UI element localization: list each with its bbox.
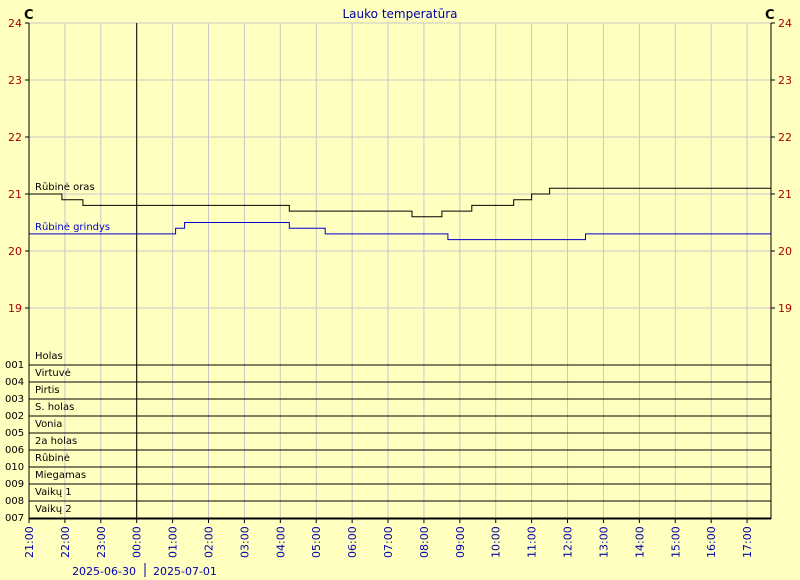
x-tick-label: 01:00 [167, 526, 180, 558]
device-code: 005 [5, 428, 24, 439]
device-code: 002 [5, 411, 24, 422]
x-tick-label: 22:00 [59, 526, 72, 558]
device-name: Vaikų 2 [35, 504, 72, 515]
x-tick-label: 17:00 [741, 526, 754, 558]
unit-left: C [24, 8, 34, 23]
y-tick-label-left: 23 [8, 74, 22, 87]
y-tick-label-left: 20 [8, 245, 22, 258]
device-code: 007 [5, 513, 24, 524]
y-tick-label-right: 21 [778, 188, 792, 201]
x-tick-label: 00:00 [131, 526, 144, 558]
chart-title: Lauko temperatūra [343, 7, 458, 21]
device-name: Pirtis [35, 385, 60, 396]
y-tick-label-left: 22 [8, 131, 22, 144]
x-tick-label: 09:00 [454, 526, 467, 558]
date-label-start: 2025-06-30 [72, 565, 136, 578]
series-label: Rūbinė oras [35, 182, 95, 193]
x-tick-label: 06:00 [346, 526, 359, 558]
date-label-end: 2025-07-01 [153, 565, 217, 578]
device-code: 010 [5, 462, 24, 473]
x-tick-label: 08:00 [418, 526, 431, 558]
device-name: Vonia [35, 419, 62, 430]
y-tick-label-left: 21 [8, 188, 22, 201]
y-tick-label-right: 20 [778, 245, 792, 258]
y-tick-label-right: 24 [778, 17, 792, 30]
device-code: 009 [5, 479, 24, 490]
y-tick-label-right: 19 [778, 302, 792, 315]
y-tick-label-right: 23 [778, 74, 792, 87]
device-code: 004 [5, 377, 24, 388]
unit-right: C [765, 8, 775, 23]
y-tick-label-left: 24 [8, 17, 22, 30]
x-tick-label: 12:00 [562, 526, 575, 558]
x-tick-label: 11:00 [526, 526, 539, 558]
x-tick-label: 23:00 [95, 526, 108, 558]
device-name: S. holas [35, 402, 74, 413]
x-tick-label: 13:00 [597, 526, 610, 558]
x-tick-label: 16:00 [705, 526, 718, 558]
device-code: 006 [5, 445, 24, 456]
device-name: Vaikų 1 [35, 487, 72, 498]
device-name: Rūbinė [35, 453, 70, 464]
device-name: Miegamas [35, 470, 86, 481]
y-tick-label-left: 19 [8, 302, 22, 315]
device-name: Holas [35, 351, 63, 362]
x-tick-label: 02:00 [203, 526, 216, 558]
x-tick-label: 14:00 [633, 526, 646, 558]
device-code: 008 [5, 496, 24, 507]
series-line-0 [29, 187, 772, 218]
device-code: 001 [5, 360, 24, 371]
device-name: Virtuvė [35, 368, 71, 379]
y-tick-label-right: 22 [778, 131, 792, 144]
x-tick-label: 15:00 [669, 526, 682, 558]
x-tick-label: 03:00 [238, 526, 251, 558]
x-tick-label: 07:00 [382, 526, 395, 558]
x-tick-label: 10:00 [490, 526, 503, 558]
x-tick-label: 21:00 [23, 526, 36, 558]
series-label: Rūbinė grindys [35, 222, 110, 233]
x-tick-label: 05:00 [310, 526, 323, 558]
series-line-1 [29, 222, 771, 241]
x-tick-label: 04:00 [274, 526, 287, 558]
device-code: 003 [5, 394, 24, 405]
device-name: 2a holas [35, 436, 77, 447]
